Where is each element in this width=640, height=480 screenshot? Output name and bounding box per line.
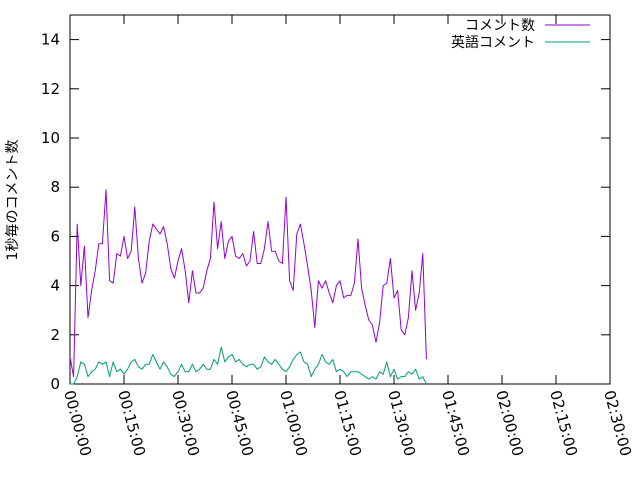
series-lines (69, 189, 427, 385)
series-line-english-comments (70, 346, 427, 385)
x-axis: 00:00:00 00:15:00 00:30:00 00:45:00 01:00:00… (60, 15, 635, 458)
y-tick-label: 12 (41, 80, 60, 98)
x-tick-label: 00:15:00 (114, 388, 149, 458)
x-tick-label: 01:00:00 (276, 388, 311, 458)
x-tick-label: 02:15:00 (546, 388, 581, 458)
x-tick-label: 01:15:00 (330, 388, 365, 458)
plot-border (69, 14, 611, 385)
x-tick-label: 02:30:00 (600, 388, 635, 458)
x-tick-label: 01:45:00 (438, 388, 473, 458)
x-tick-label: 00:45:00 (222, 388, 257, 458)
y-axis-title: 1秒毎のコメント数 (5, 140, 21, 261)
y-tick-label: 4 (50, 277, 60, 295)
y-tick-label: 0 (50, 375, 60, 393)
legend-label: 英語コメント (451, 34, 535, 51)
y-axis: 0 2 4 6 8 10 12 14 (41, 31, 610, 393)
legend-label: コメント数 (465, 18, 535, 34)
y-tick-label: 8 (50, 178, 60, 196)
x-tick-label: 02:00:00 (492, 388, 527, 458)
x-tick-label: 00:30:00 (168, 388, 203, 458)
y-tick-label: 6 (50, 227, 60, 245)
series-line-comments (69, 189, 427, 378)
x-tick-label: 01:30:00 (384, 388, 419, 458)
x-tick-label: 00:00:00 (60, 388, 95, 458)
plot-frame (69, 14, 611, 385)
y-tick-label: 14 (41, 31, 60, 49)
y-tick-label: 2 (50, 326, 60, 344)
y-tick-label: 10 (41, 129, 60, 147)
